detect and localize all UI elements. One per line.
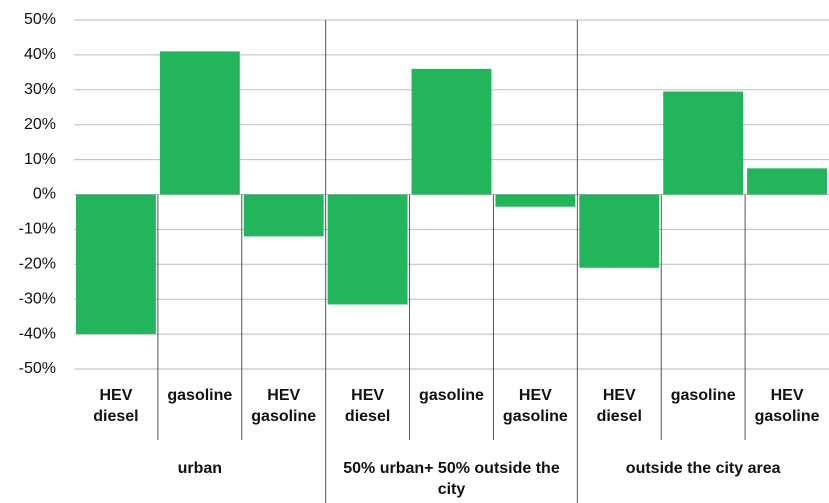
- bar: [495, 194, 576, 207]
- x-tick-label: gasoline: [670, 387, 736, 404]
- x-tick-label: HEV diesel: [93, 387, 139, 425]
- y-tick-label: 50%: [24, 11, 56, 28]
- bar: [579, 194, 660, 268]
- y-tick-label: 30%: [24, 81, 56, 98]
- y-tick-label: 10%: [24, 151, 56, 168]
- bar: [747, 168, 827, 195]
- x-tick-label: HEV diesel: [596, 387, 642, 425]
- y-tick-label: 40%: [24, 46, 56, 63]
- bar: [411, 68, 492, 195]
- bar: [663, 91, 744, 195]
- y-tick-label: -10%: [19, 221, 56, 238]
- x-tick-label: HEV diesel: [344, 387, 391, 425]
- bar: [327, 194, 408, 305]
- group-label: outside the city area: [625, 460, 781, 477]
- bar: [159, 51, 240, 195]
- x-tick-label: HEV gasoline: [251, 387, 317, 425]
- y-tick-label: -20%: [19, 256, 56, 273]
- y-tick-label: -40%: [19, 325, 56, 342]
- x-tick-label: HEV gasoline: [754, 387, 820, 425]
- x-tick-label: gasoline: [167, 387, 233, 404]
- x-tick-label: HEV gasoline: [502, 387, 568, 425]
- x-tick-label: gasoline: [419, 387, 484, 404]
- y-tick-label: 20%: [24, 116, 56, 133]
- y-tick-label: -30%: [19, 290, 56, 307]
- bar: [76, 194, 156, 335]
- group-label: urban: [177, 460, 223, 477]
- group-label: 50% urban+ 50% outside the city: [343, 460, 560, 498]
- y-tick-label: -50%: [19, 360, 56, 377]
- y-tick-label: 0%: [33, 186, 56, 203]
- bar: [243, 194, 324, 237]
